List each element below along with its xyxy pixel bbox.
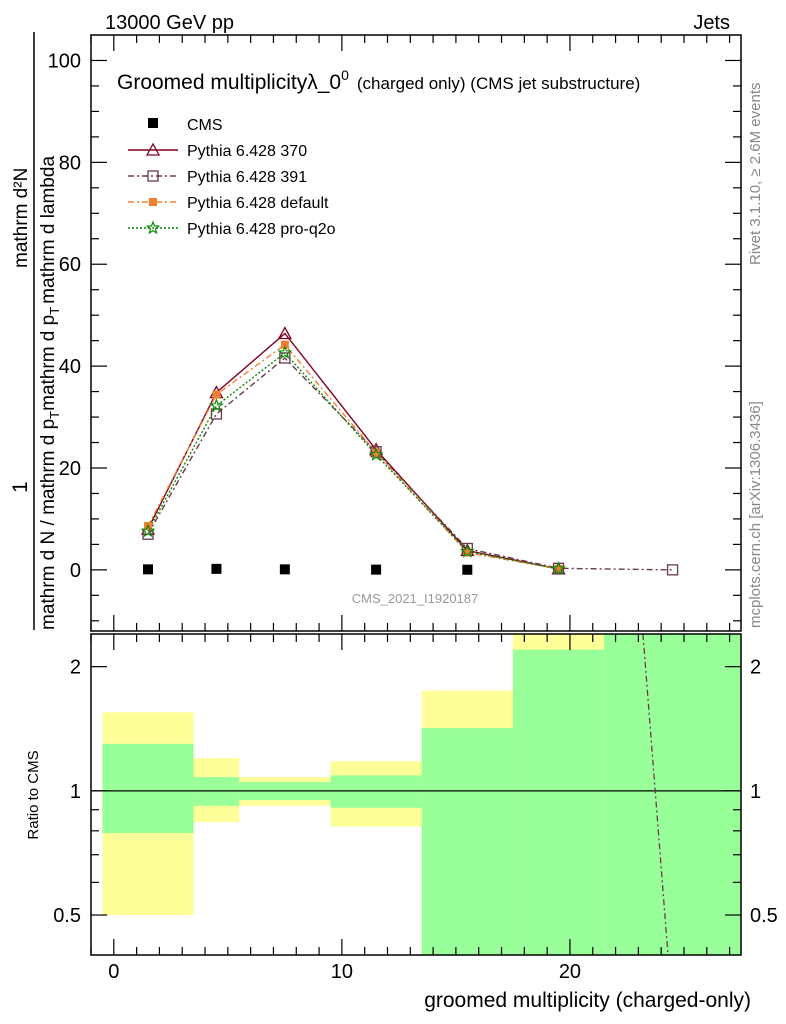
series-point-2	[463, 548, 472, 557]
series-point-3	[140, 523, 156, 538]
chart-title: Groomed multiplicityλ_00 (charged only) (…	[117, 67, 640, 94]
y-tick-label: 80	[59, 152, 81, 174]
legend-item-3: Pythia 6.428 pro-q2o	[128, 220, 336, 238]
ratio-y-tick-label-right: 0.5	[750, 905, 778, 927]
legend-item-2: Pythia 6.428 default	[128, 195, 329, 212]
legend-marker-1	[147, 170, 159, 182]
cms-data-point	[462, 564, 473, 575]
y-tick-label: 100	[48, 50, 81, 72]
y-label-denominator: mathrm d N / mathrm d pTmathrm d pTmathr…	[38, 156, 62, 630]
x-tick-label: 10	[331, 961, 353, 983]
series-point-3	[551, 561, 566, 576]
category-label: Jets	[693, 12, 730, 34]
ratio-band-inner	[421, 728, 513, 955]
rivet-label: Rivet 3.1.10, ≥ 2.6M events	[747, 83, 764, 266]
ratio-band-inner	[102, 743, 194, 834]
legend-item-1: Pythia 6.428 391	[128, 169, 307, 186]
main-plot-frame	[90, 34, 742, 632]
series-point-2	[280, 340, 289, 349]
cms-data-point	[211, 563, 222, 574]
analysis-watermark: CMS_2021_I1920187	[352, 591, 479, 606]
series-line-2	[147, 343, 559, 570]
legend-label-2: Pythia 6.428 default	[187, 195, 329, 212]
series-point-1	[666, 564, 679, 576]
ratio-band-inner	[512, 649, 605, 955]
legend-label-3: Pythia 6.428 pro-q2o	[187, 221, 336, 238]
x-axis-label: groomed multiplicity (charged-only)	[424, 989, 751, 1012]
source-label: mcplots.cern.ch [arXiv:1306.3436]	[747, 401, 764, 628]
legend-item-0: Pythia 6.428 370	[128, 142, 307, 160]
x-tick-label: 0	[108, 961, 119, 983]
ratio-y-tick-label-left: 1	[70, 781, 81, 803]
ratio-y-tick-label-right: 1	[750, 781, 761, 803]
series-point-0	[277, 326, 292, 340]
series-point-3	[460, 543, 475, 558]
legend-marker-cms	[148, 118, 158, 128]
series-point-3	[209, 398, 224, 413]
y-label-lead: 1	[9, 481, 32, 493]
y-tick-label: 60	[59, 254, 81, 276]
legend: CMS Pythia 6.428 370 Pythia 6.428 391 Pythi…	[128, 117, 336, 238]
cms-data-point	[143, 564, 154, 575]
y-label-numerator: mathrm d²N	[11, 168, 32, 268]
series-point-2	[372, 448, 381, 457]
y-axis-label: 1 mathrm d²N mathrm d N / mathrm d pTmat…	[9, 32, 62, 630]
legend-marker-2	[149, 198, 157, 206]
series-point-2	[212, 390, 221, 399]
series-point-3	[368, 447, 384, 461]
legend-item-cms: CMS	[148, 117, 223, 134]
series-line-3	[147, 351, 559, 570]
series-point-1	[279, 352, 291, 364]
legend-marker-3	[145, 220, 161, 235]
ratio-plot-frame	[90, 633, 742, 956]
cms-data-point	[371, 564, 382, 575]
ratio-y-tick-label-left: 0.5	[53, 905, 81, 927]
y-tick-label: 40	[59, 356, 81, 378]
energy-label: 13000 GeV pp	[105, 12, 234, 34]
x-tick-label: 20	[559, 961, 581, 983]
y-tick-label: 0	[70, 560, 81, 582]
series-point-2	[554, 564, 563, 573]
cms-data-point	[279, 564, 290, 575]
ratio-band-inner	[604, 634, 741, 955]
legend-label-cms: CMS	[187, 117, 223, 134]
series-line-0	[147, 332, 559, 570]
series-point-3	[277, 345, 293, 360]
ratio-y-tick-label-left: 2	[70, 657, 81, 679]
legend-label-1: Pythia 6.428 391	[187, 169, 307, 186]
legend-marker-0	[145, 142, 161, 156]
ratio-y-tick-label-right: 2	[750, 657, 761, 679]
legend-label-0: Pythia 6.428 370	[187, 143, 307, 160]
ratio-y-label: Ratio to CMS	[25, 750, 42, 839]
ratio-curve-391	[642, 634, 669, 955]
y-tick-label: 20	[59, 458, 81, 480]
ratio-band-inner	[330, 775, 422, 808]
series-line-1	[147, 357, 673, 571]
